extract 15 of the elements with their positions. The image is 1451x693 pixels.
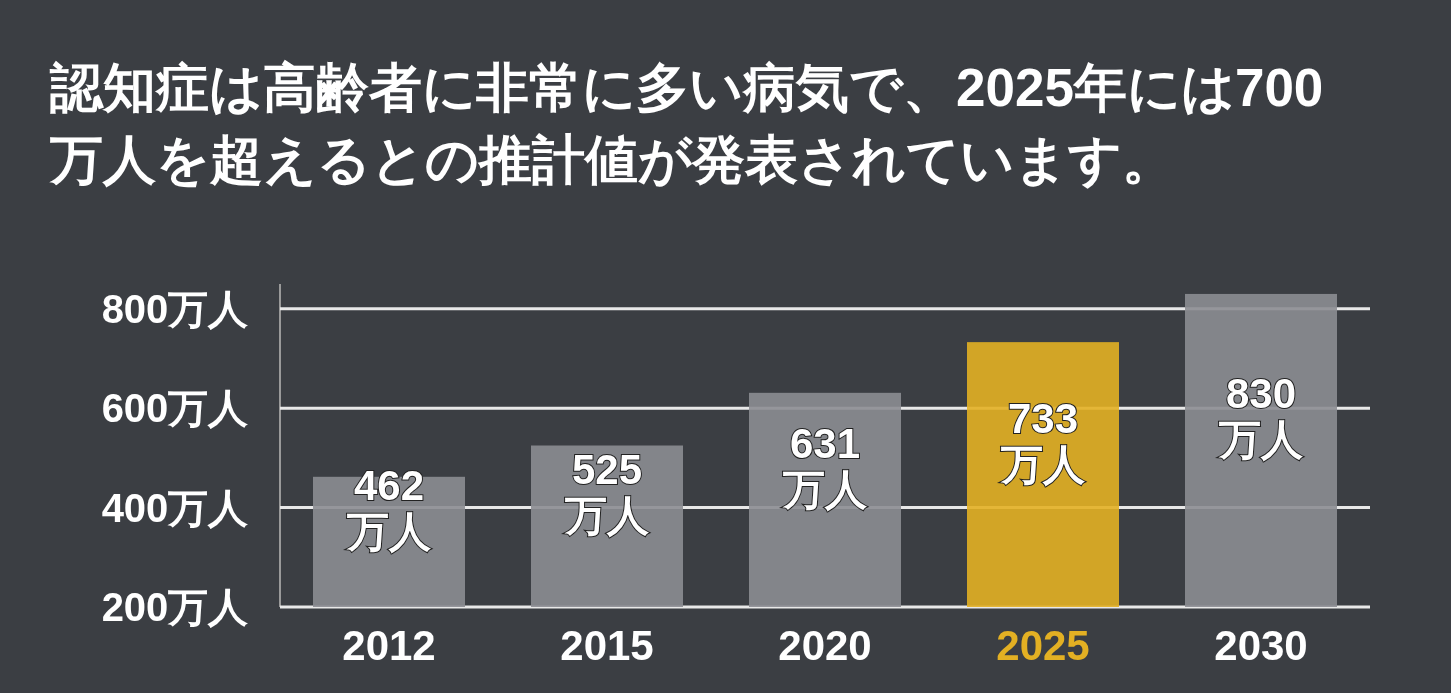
y-tick-label: 200万人: [101, 585, 250, 629]
x-tick-label: 2020: [778, 622, 872, 669]
x-tick-label: 2015: [560, 622, 654, 669]
data-label: 733万人: [1000, 394, 1085, 488]
chart-title: 認知症は高齢者に非常に多い病気で、2025年には700万人を超えるとの推計値が発表されています。: [50, 57, 1325, 191]
data-label: 525万人: [564, 446, 649, 540]
data-label: 462万人: [346, 461, 431, 555]
y-tick-label: 400万人: [101, 485, 250, 530]
y-tick-label: 600万人: [101, 386, 250, 431]
x-tick-label: 2012: [342, 622, 436, 669]
y-tick-label: 800万人: [101, 286, 250, 331]
x-tick-label: 2025: [996, 622, 1090, 669]
data-label: 830万人: [1218, 370, 1303, 464]
x-tick-label: 2030: [1214, 622, 1308, 669]
data-label: 631万人: [782, 419, 867, 513]
